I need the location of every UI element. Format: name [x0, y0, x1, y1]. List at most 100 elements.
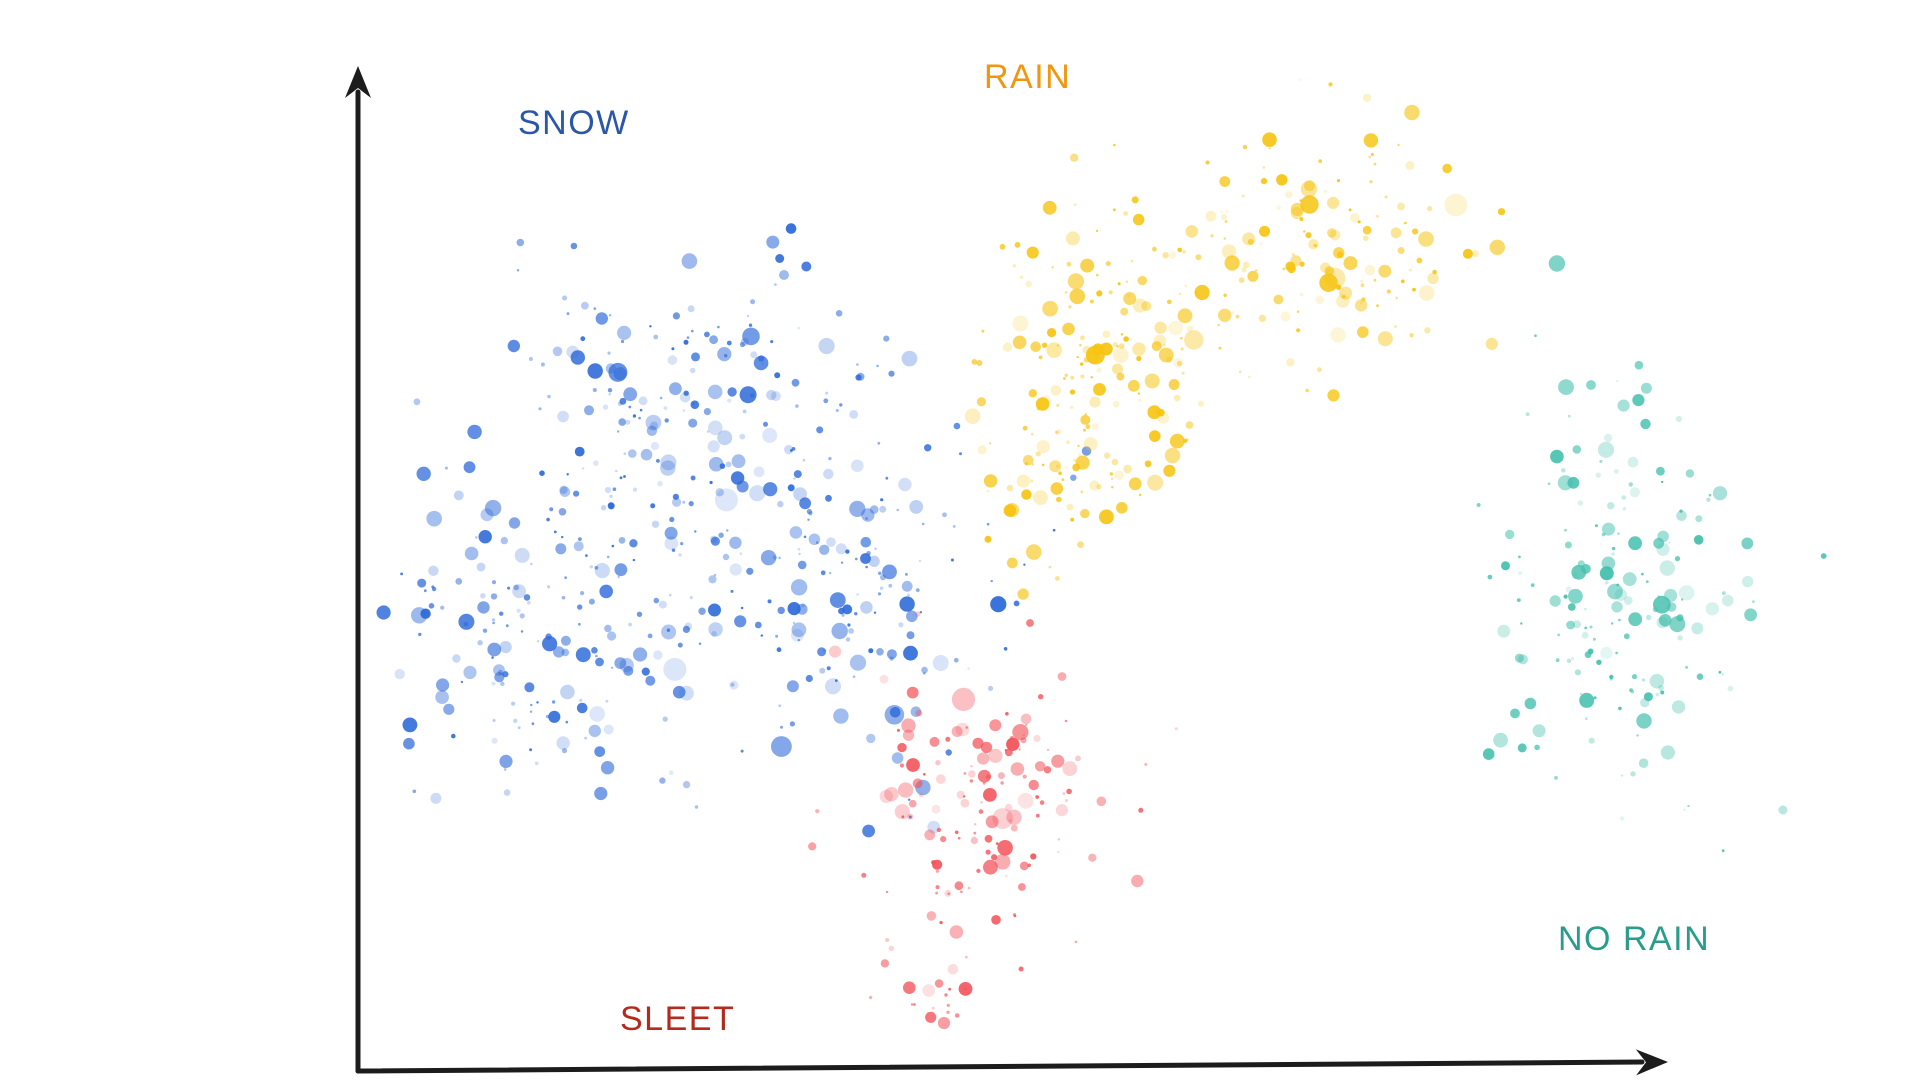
scatter-point-no_rain	[1520, 622, 1523, 625]
scatter-point-snow	[865, 517, 868, 520]
scatter-point-sleet	[1017, 792, 1034, 809]
scatter-point-snow	[709, 535, 718, 544]
scatter-point-no_rain	[1594, 524, 1598, 528]
scatter-point-snow	[491, 618, 496, 622]
scatter-point-snow	[561, 648, 570, 657]
scatter-point-sleet	[1051, 754, 1065, 768]
scatter-point-rain	[1354, 299, 1368, 312]
scatter-point-no_rain	[1676, 510, 1687, 521]
scatter-point-rain	[1112, 342, 1118, 347]
scatter-point-rain	[1085, 424, 1091, 430]
scatter-point-no_rain	[1685, 469, 1695, 478]
scatter-point-rain	[1080, 258, 1095, 273]
scatter-point-sleet	[935, 885, 940, 890]
scatter-point-rain	[1080, 362, 1084, 366]
scatter-point-rain	[1412, 228, 1419, 235]
scatter-point-snow	[618, 537, 626, 544]
scatter-point-snow	[668, 593, 672, 597]
scatter-point-sleet	[1062, 761, 1078, 777]
scatter-point-rain	[1077, 444, 1080, 448]
scatter-point-snow	[918, 559, 922, 563]
scatter-point-sleet	[949, 925, 964, 939]
scatter-point-rain	[999, 243, 1006, 250]
scatter-point-snow	[645, 414, 662, 431]
scatter-point-snow	[848, 628, 854, 634]
scatter-point-snow	[730, 682, 735, 687]
scatter-point-snow	[680, 542, 684, 546]
scatter-point-snow	[524, 682, 535, 693]
scatter-point-snow	[876, 364, 879, 368]
x-axis-line	[355, 1059, 1645, 1074]
scatter-point-rain	[1030, 432, 1034, 436]
scatter-point-rain	[1070, 517, 1075, 522]
scatter-point-rain	[1138, 398, 1142, 402]
scatter-point-no_rain	[1611, 601, 1623, 613]
scatter-point-no_rain	[1524, 697, 1537, 710]
scatter-point-rain	[1112, 363, 1123, 375]
scatter-point-snow	[633, 647, 648, 662]
scatter-point-no_rain	[1683, 808, 1686, 811]
scatter-point-sleet	[969, 779, 974, 783]
scatter-point-rain	[1184, 284, 1188, 288]
scatter-point-rain	[1217, 323, 1220, 327]
scatter-point-snow	[835, 409, 839, 412]
scatter-point-no_rain	[1602, 522, 1615, 536]
scatter-point-snow	[852, 675, 856, 678]
scatter-point-snow	[868, 555, 880, 567]
scatter-point-snow	[889, 707, 901, 718]
scatter-point-snow	[986, 522, 990, 526]
scatter-point-rain	[1180, 347, 1184, 351]
scatter-point-rain	[1096, 484, 1102, 490]
scatter-point-snow	[646, 425, 658, 436]
scatter-point-rain	[1376, 304, 1379, 308]
scatter-point-no_rain	[1629, 688, 1633, 692]
scatter-point-no_rain	[1487, 574, 1493, 580]
scatter-point-snow	[907, 593, 910, 597]
scatter-point-no_rain	[1675, 415, 1682, 423]
scatter-point-no_rain	[1630, 689, 1635, 694]
scatter-point-snow	[678, 553, 682, 557]
scatter-point-rain	[976, 360, 983, 366]
scatter-point-no_rain	[1611, 552, 1615, 556]
scatter-point-no_rain	[1722, 594, 1734, 607]
scatter-point-snow	[599, 584, 613, 599]
scatter-point-snow	[778, 704, 781, 707]
scatter-point-rain	[1397, 202, 1405, 211]
scatter-point-no_rain	[1614, 469, 1619, 474]
scatter-point-no_rain	[1631, 674, 1638, 680]
scatter-point-snow	[775, 254, 785, 263]
scatter-point-rain	[1218, 308, 1232, 322]
scatter-point-snow	[664, 536, 679, 551]
scatter-point-no_rain	[1607, 583, 1623, 600]
scatter-point-snow	[617, 575, 620, 579]
scatter-point-rain	[1299, 217, 1304, 222]
scatter-point-snow	[575, 647, 591, 663]
scatter-point-no_rain	[1708, 493, 1712, 497]
scatter-point-snow	[664, 526, 678, 540]
scatter-point-rain	[1241, 194, 1245, 198]
scatter-point-snow	[663, 657, 687, 681]
scatter-point-snow	[686, 336, 690, 339]
scatter-point-snow	[698, 607, 706, 615]
scatter-point-snow	[878, 571, 882, 576]
scatter-point-snow	[400, 572, 403, 576]
scatter-point-snow	[691, 329, 694, 333]
scatter-point-snow	[611, 544, 615, 548]
scatter-point-sleet	[1075, 755, 1081, 762]
scatter-point-rain	[1164, 447, 1181, 464]
scatter-point-snow	[587, 363, 603, 379]
scatter-point-rain	[1153, 334, 1167, 347]
scatter-point-rain	[1110, 477, 1114, 481]
scatter-point-rain	[1304, 180, 1315, 192]
scatter-point-snow	[990, 579, 993, 583]
scatter-point-snow	[594, 746, 606, 757]
scatter-point-snow	[668, 770, 674, 775]
scatter-point-rain	[1066, 440, 1070, 444]
scatter-point-rain	[1485, 337, 1498, 350]
scatter-point-no_rain	[1645, 614, 1652, 621]
scatter-point-rain	[1157, 411, 1170, 424]
scatter-point-sleet	[956, 790, 965, 799]
scatter-point-snow	[862, 824, 875, 838]
cluster-no_rain-points	[1476, 255, 1827, 853]
scatter-point-rain	[1035, 451, 1041, 457]
